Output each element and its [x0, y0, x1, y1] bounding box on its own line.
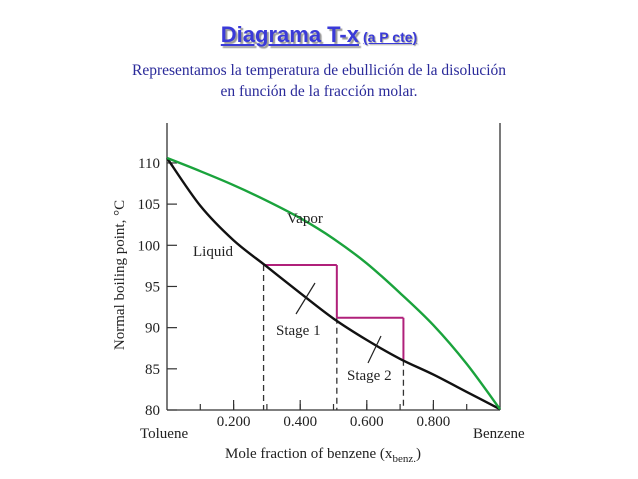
annotation-liquid: Liquid — [193, 244, 233, 260]
x-tick-label-1: 0.400 — [283, 414, 317, 430]
x-axis-label-main: Mole fraction of benzene (x — [225, 446, 393, 462]
x-axis-label-end: ) — [416, 446, 421, 462]
y-tick-label-80: 80 — [145, 403, 160, 419]
vapor-curve — [166, 156, 501, 410]
title-sub: (a P cte) — [362, 29, 418, 45]
stage-2-pointer — [367, 335, 382, 364]
y-tick-label-105: 105 — [138, 197, 161, 213]
stage-1-pointer — [295, 282, 316, 315]
x-end-label-toluene: Toluene — [140, 426, 188, 442]
y-tick-label-85: 85 — [145, 362, 160, 378]
annotation-stage-1: Stage 1 — [276, 323, 321, 339]
x-axis-label: Mole fraction of benzene (xbenz.) — [225, 446, 421, 465]
x-tick-label-2: 0.600 — [350, 414, 384, 430]
caption-line-1: Representamos la temperatura de ebullici… — [131, 62, 507, 79]
annotation-vapor: Vapor — [287, 211, 323, 227]
stage-dashed-lines — [262, 265, 405, 410]
liquid-curve — [166, 157, 501, 411]
y-ticks: 80 85 90 95 100 105 110 — [138, 156, 177, 419]
slide-title: Diagrama T-x (a P cte) — [0, 22, 638, 48]
y-axis-label: Normal boiling point, °C — [112, 200, 128, 350]
x-tick-label-0: 0.200 — [217, 414, 251, 430]
curves — [166, 156, 501, 411]
caption-line-2: en función de la fracción molar. — [220, 83, 418, 100]
title-main: Diagrama T-x — [220, 22, 359, 47]
x-end-label-benzene: Benzene — [473, 426, 525, 442]
chart-frame — [166, 123, 501, 411]
x-ticks: 0.200 0.400 0.600 0.800 — [199, 400, 468, 430]
x-axis-label-sub: benz. — [392, 453, 416, 465]
y-tick-label-95: 95 — [145, 279, 160, 295]
y-tick-label-90: 90 — [145, 321, 160, 337]
x-tick-label-3: 0.800 — [417, 414, 451, 430]
y-tick-label-110: 110 — [138, 156, 160, 172]
stage-steps — [263, 264, 405, 360]
annotation-stage-2: Stage 2 — [347, 368, 392, 384]
y-tick-label-100: 100 — [138, 238, 161, 254]
